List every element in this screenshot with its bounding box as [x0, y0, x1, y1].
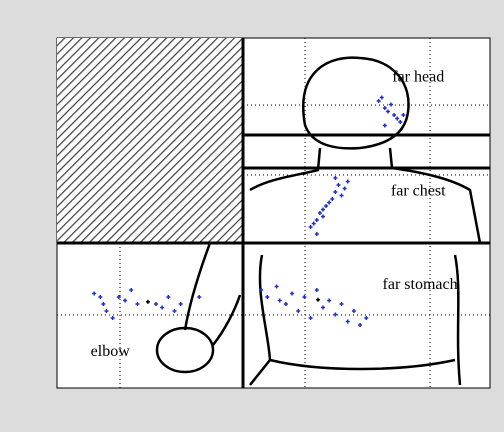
annotation: elbow: [91, 343, 131, 360]
hatched-region: [57, 38, 243, 243]
annotation: far head: [392, 69, 444, 86]
chart: far head far chest far stomach elbow: [0, 0, 504, 432]
annotation: far chest: [391, 183, 446, 200]
annotation: far stomach: [383, 276, 458, 293]
